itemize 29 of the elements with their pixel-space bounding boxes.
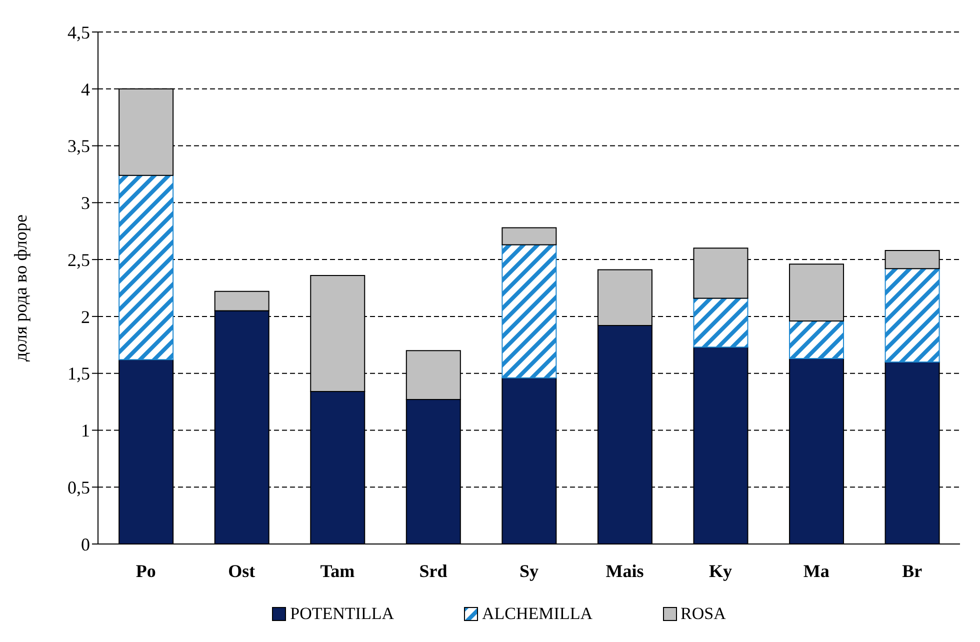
- y-tick-label: 0: [81, 534, 90, 554]
- y-axis-title: доля рода во флоре: [10, 214, 30, 362]
- x-tick-label: Ma: [803, 560, 830, 581]
- y-tick-label: 4: [81, 79, 90, 100]
- x-tick-label: Br: [902, 560, 922, 581]
- bar: [502, 244, 557, 378]
- x-tick-label: Ost: [228, 560, 256, 581]
- y-tick-label: 2,5: [68, 250, 90, 270]
- x-tick-label: Sy: [519, 560, 539, 581]
- x-tick-label: Srd: [419, 560, 448, 581]
- bar: [502, 227, 557, 246]
- y-tick-label: 1: [81, 420, 90, 441]
- x-tick-label: Mais: [606, 560, 644, 581]
- x-tick-label: Ky: [709, 560, 732, 581]
- y-tick-label: 1,5: [68, 364, 90, 384]
- x-tick-label: Po: [136, 560, 156, 581]
- bar: [118, 174, 174, 360]
- bar: [789, 320, 844, 360]
- y-tick-label: 4,5: [68, 22, 90, 42]
- y-tick-label: 3: [81, 193, 90, 214]
- bar: [693, 298, 748, 348]
- legend-label: POTENTILLA: [290, 604, 394, 624]
- y-tick-label: 3,5: [68, 136, 90, 156]
- x-tick-label: Tam: [320, 560, 355, 581]
- y-tick-label: 2: [81, 306, 90, 327]
- y-tick-label: 0,5: [68, 478, 90, 498]
- legend-label: ALCHEMILLA: [482, 604, 592, 624]
- legend-label: ROSA: [680, 604, 726, 624]
- bar: [884, 268, 940, 362]
